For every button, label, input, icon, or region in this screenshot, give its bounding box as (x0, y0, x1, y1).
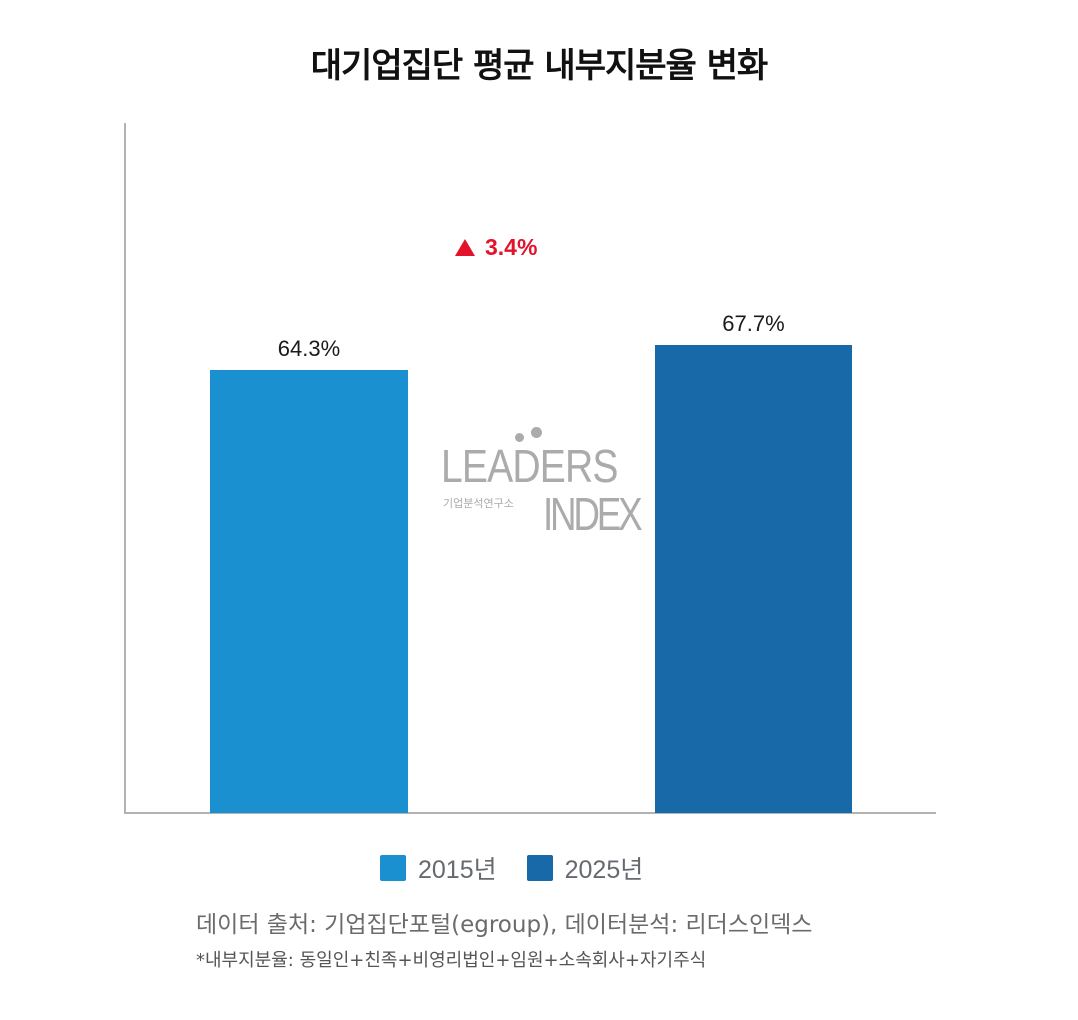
bar-value-label-2025: 67.7% (722, 311, 785, 336)
legend-label-2015: 2015년 (418, 856, 497, 884)
chart-title: 대기업집단 평균 내부지분율 변화 (310, 46, 768, 86)
legend-item-2015: 2015년 (380, 850, 497, 886)
watermark-index-text: INDEX (543, 488, 643, 540)
y-axis-line (124, 123, 126, 814)
data-source-text: 데이터 출처: 기업집단포털(egroup), 데이터분석: 리더스인덱스 (196, 912, 813, 938)
footnote-text: *내부지분율: 동일인+친족+비영리법인+임원+소속회사+자기주식 (196, 950, 707, 971)
change-annotation: 3.4% (455, 234, 537, 261)
chart-legend: 2015년 2025년 (380, 850, 659, 886)
legend-label-2025: 2025년 (564, 856, 644, 884)
bar-2025 (655, 345, 852, 813)
watermark-dot-icon (531, 427, 542, 438)
x-axis-line (124, 812, 936, 814)
bar-value-label-2015: 64.3% (277, 336, 341, 361)
bar-2015 (210, 370, 408, 813)
change-value: 3.4% (485, 234, 538, 260)
watermark-leaders-text: LEADERS (441, 440, 618, 492)
up-triangle-icon (455, 239, 475, 256)
legend-item-2025: 2025년 (526, 850, 644, 886)
watermark-subtitle: 기업분석연구소 (443, 497, 514, 510)
leaders-index-watermark: LEADERS 기업분석연구소 INDEX (441, 425, 643, 555)
watermark-dot-icon (515, 433, 524, 442)
legend-swatch-2025 (526, 855, 553, 881)
legend-swatch-2015 (380, 855, 406, 881)
